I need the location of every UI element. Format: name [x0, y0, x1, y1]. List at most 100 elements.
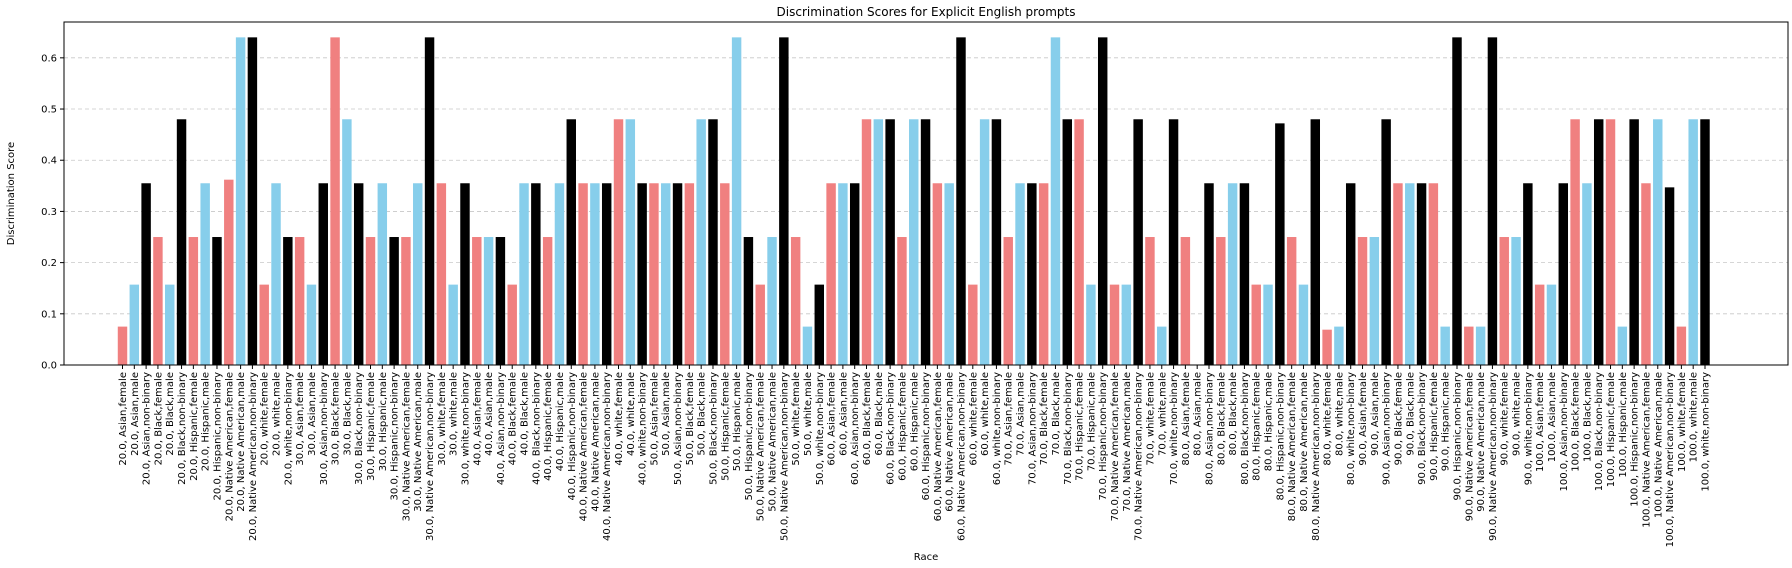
bar [1440, 326, 1450, 365]
bar [625, 119, 636, 366]
bar [153, 237, 163, 365]
x-tick-label: 50.0, Hispanic,female [720, 372, 731, 481]
x-tick-label: 70.0, Black,female [1039, 372, 1050, 465]
x-tick-label: 80.0, Hispanic,female [1252, 372, 1263, 481]
x-tick-label: 20.0, Black,non-binary [177, 372, 188, 485]
bar [1239, 183, 1250, 365]
bar [1322, 329, 1332, 365]
x-tick-label: 80.0, Native American,female [1287, 372, 1298, 521]
bar [306, 284, 317, 365]
x-tick-label: 30.0, Black,female [331, 372, 342, 465]
x-tick-label: 60.0, Black,female [862, 372, 873, 465]
bar [1605, 119, 1616, 366]
bar [542, 237, 553, 365]
x-tick-label: 20.0, Native American,male [236, 372, 247, 512]
bar [1216, 237, 1226, 365]
x-tick-label: 90.0, Asian,male [1370, 372, 1381, 456]
bar [1180, 237, 1191, 365]
x-tick-label: 50.0, Asian,female [649, 372, 660, 466]
x-tick-label: 60.0, Asian,female [827, 372, 838, 466]
bar [566, 119, 576, 366]
x-tick-label: 80.0, white,female [1323, 372, 1334, 466]
bar [1310, 119, 1321, 366]
bar [1168, 119, 1179, 366]
bar [1097, 37, 1108, 365]
bar [495, 237, 506, 365]
x-tick-label: 70.0, Black,non-binary [1063, 372, 1074, 485]
x-tick-label: 70.0, Native American,male [1122, 372, 1133, 512]
bar [838, 183, 848, 365]
x-tick-label: 70.0, Native American,female [1110, 372, 1121, 521]
bar [330, 37, 340, 365]
x-tick-label: 80.0, Hispanic,male [1264, 372, 1275, 471]
bar [424, 37, 435, 365]
bar [188, 237, 199, 365]
bar [507, 284, 517, 365]
y-tick-label: 0.6 [41, 53, 57, 64]
bar [1227, 183, 1238, 365]
x-tick-label: 70.0, Asian,male [1016, 372, 1027, 456]
bar [1464, 326, 1474, 365]
bar [176, 119, 187, 366]
x-tick-label: 80.0, Native American,male [1299, 372, 1310, 512]
x-tick-label: 50.0, Asian,male [661, 372, 672, 456]
bar [1700, 119, 1710, 366]
x-tick-label: 90.0, Native American,non-binary [1488, 372, 1499, 541]
x-tick-label: 30.0, Asian,female [295, 372, 306, 466]
bar [141, 183, 151, 365]
x-tick-label: 50.0, white,non-binary [815, 372, 826, 485]
x-tick-label: 90.0, Native American,female [1464, 372, 1475, 521]
bar [1653, 119, 1663, 366]
bar [271, 183, 281, 365]
bar [472, 237, 482, 365]
bar [117, 326, 128, 365]
bar [944, 183, 954, 365]
bar [1688, 119, 1698, 366]
x-tick-label: 100.0, Black,male [1582, 372, 1593, 462]
bar [1369, 237, 1380, 365]
bar [779, 37, 789, 365]
bar [1570, 119, 1580, 366]
bar [554, 183, 565, 365]
x-tick-label: 30.0, white,female [437, 372, 448, 466]
x-tick-label: 90.0, white,male [1512, 372, 1523, 456]
bar [200, 183, 210, 365]
x-tick-label: 20.0, Asian,female [118, 372, 129, 466]
bar [1475, 326, 1486, 365]
bar [247, 37, 258, 365]
x-tick-label: 90.0, Hispanic,non-binary [1452, 372, 1463, 501]
x-tick-label: 40.0, Hispanic,non-binary [567, 372, 578, 501]
bar [318, 183, 328, 365]
x-tick-label: 40.0, white,non-binary [638, 372, 649, 485]
x-tick-label: 30.0, Hispanic,male [378, 372, 389, 471]
x-tick-label: 20.0, white,non-binary [283, 372, 294, 485]
bar [353, 183, 364, 365]
x-tick-label: 30.0, white,non-binary [460, 372, 471, 485]
x-tick-label: 60.0, Black,male [874, 372, 885, 456]
bars [117, 37, 1710, 366]
bar [1345, 183, 1356, 365]
x-tick-label: 100.0, Hispanic,male [1618, 372, 1629, 478]
x-tick-label: 30.0, Native American,female [401, 372, 412, 521]
x-tick-label: 50.0, Native American,male [768, 372, 779, 512]
bar [1534, 284, 1545, 365]
x-tick-label: 40.0, Hispanic,female [543, 372, 554, 481]
bar [979, 119, 990, 366]
bar [259, 284, 269, 365]
x-tick-label: 20.0, Native American,female [224, 372, 235, 521]
bar [613, 119, 624, 366]
x-tick-label: 100.0, Black,female [1571, 372, 1582, 472]
x-tick-label: 100.0, Black,non-binary [1594, 372, 1605, 491]
bar [1263, 284, 1273, 365]
bar [601, 183, 612, 365]
bar [1452, 37, 1462, 365]
x-tick-label: 50.0, Hispanic,male [732, 372, 743, 471]
x-tick-label: 80.0, Black,male [1228, 372, 1239, 456]
bar [696, 119, 706, 366]
x-tick-label: 20.0, Hispanic,non-binary [212, 372, 223, 501]
x-tick-label: 40.0, Asian,non-binary [496, 372, 507, 485]
x-tick-label: 100.0, Asian,female [1535, 372, 1546, 472]
bar [165, 284, 175, 365]
bar [1405, 183, 1415, 365]
bar [294, 237, 305, 365]
